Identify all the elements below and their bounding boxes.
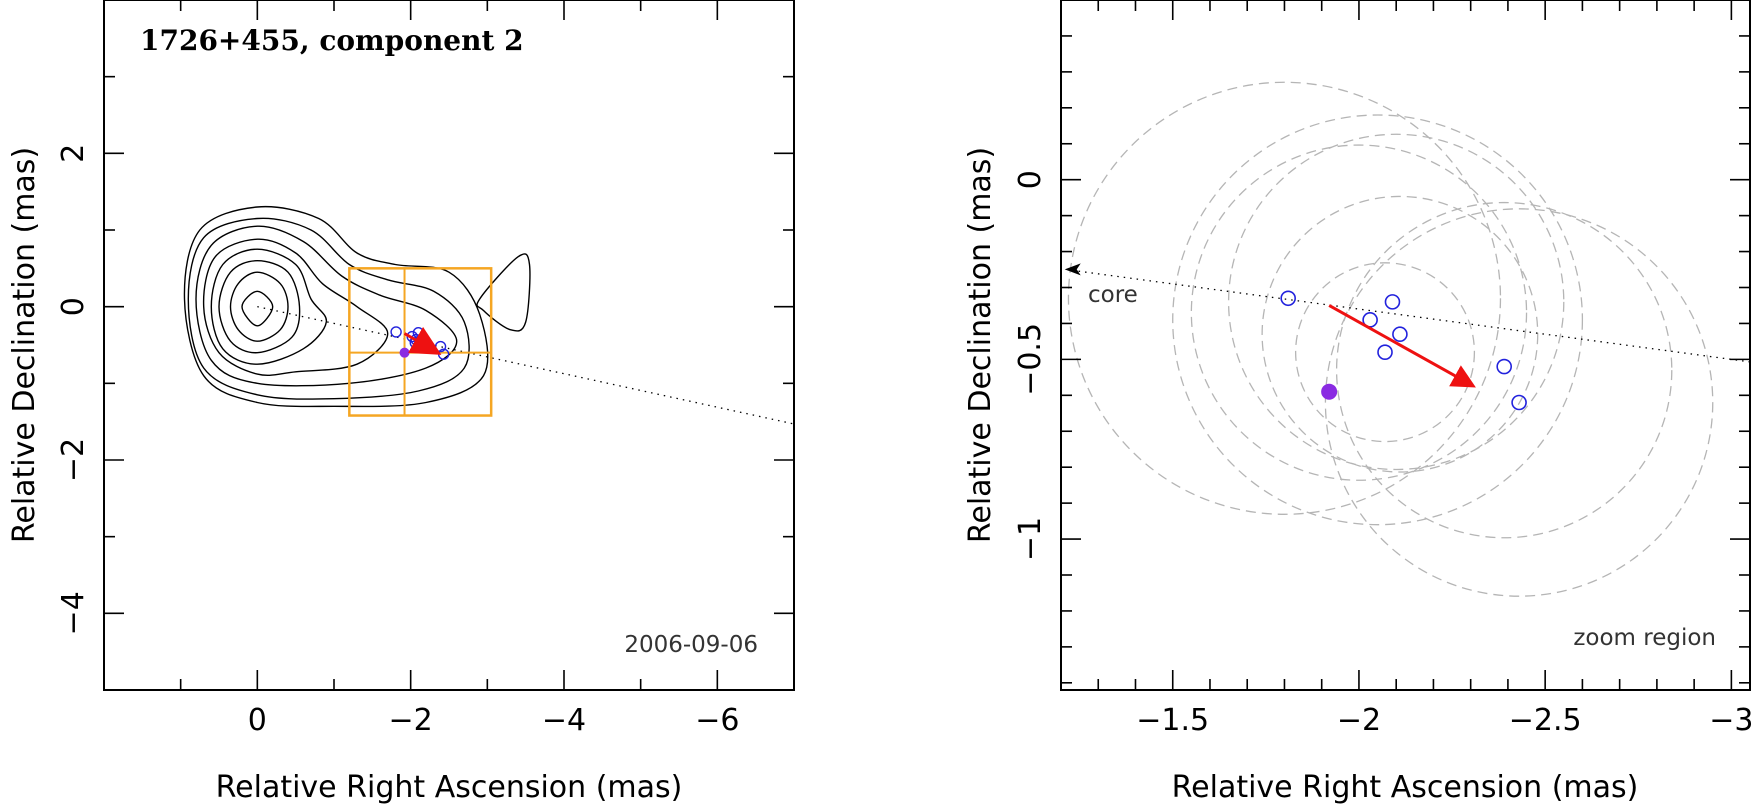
right-mean-position (1321, 383, 1338, 400)
y-tick-label: −0.5 (1013, 323, 1048, 396)
left-y-axis-label: Relative Declination (mas) (7, 147, 42, 543)
right-position-point (1511, 394, 1527, 411)
left-axis-ticks: 0 −2 −4 −6 2 0 −2 −4 (56, 0, 795, 738)
epoch-label: 2006-09-06 (624, 632, 758, 658)
right-velocity-arrow (1328, 304, 1476, 388)
chart-title: 1726+455, component 2 (140, 24, 524, 57)
y-tick-label: 0 (56, 297, 91, 316)
uncertainty-circle-5 (1294, 262, 1476, 443)
contour-0 (241, 290, 274, 327)
right-position-point (1377, 344, 1393, 360)
x-tick-label: −3 (1709, 703, 1751, 738)
right-position-point (1384, 294, 1401, 310)
x-tick-label: −2 (389, 703, 433, 738)
right-y-axis-label: Relative Declination (mas) (963, 147, 998, 543)
y-tick-label: −4 (56, 591, 91, 635)
left-x-axis-label: Relative Right Ascension (mas) (216, 770, 683, 805)
right-x-axis-label: Relative Right Ascension (mas) (1172, 770, 1639, 805)
uncertainty-circle-0 (1067, 81, 1502, 515)
y-tick-label: 2 (56, 144, 91, 163)
left-panel: 0 −2 −4 −6 2 0 −2 −4 1726+455, component 2 2006… (7, 0, 795, 805)
contour-map (183, 205, 531, 408)
right-axis-ticks: −1.5 −2 −2.5 −3 0 −0.5 −1 (1013, 0, 1751, 738)
zoom-plot (1064, 81, 1750, 597)
y-tick-label: −2 (56, 438, 91, 482)
right-position-point (1496, 358, 1512, 375)
zoom-region-label: zoom region (1573, 625, 1716, 651)
contour-6 (187, 217, 470, 400)
contour-5 (195, 225, 458, 387)
contour-4 (202, 238, 389, 377)
y-tick-label: −1 (1013, 517, 1048, 561)
left-overlay (257, 267, 794, 425)
y-tick-label: 0 (1013, 170, 1048, 189)
zoom-box (348, 267, 493, 417)
x-tick-label: −2.5 (1509, 703, 1582, 738)
uncertainty-circle-4 (1261, 195, 1539, 473)
left-plot-frame (103, 0, 795, 691)
x-tick-label: −4 (542, 703, 586, 738)
uncertainty-circle-3 (1227, 133, 1565, 471)
contour-8 (476, 253, 531, 332)
contour-2 (218, 259, 301, 354)
right-panel: −1.5 −2 −2.5 −3 0 −0.5 −1 zoom region core Rel… (963, 0, 1751, 805)
left-position-point (390, 326, 402, 338)
left-velocity-arrow (403, 326, 442, 355)
x-tick-label: −2 (1337, 703, 1381, 738)
uncertainty-circle-7 (1324, 208, 1714, 597)
x-tick-label: 0 (248, 703, 267, 738)
uncertainty-circle-6 (1335, 201, 1673, 539)
right-plot-frame (1060, 0, 1751, 691)
contour-3 (210, 248, 328, 365)
right-position-point (1280, 290, 1296, 307)
uncertainty-circle-2 (1172, 114, 1584, 526)
left-mean-position (399, 347, 410, 358)
x-tick-label: −1.5 (1136, 703, 1209, 738)
contour-7 (183, 205, 489, 408)
contour-1 (229, 271, 289, 342)
core-arrowhead (1064, 263, 1081, 276)
x-tick-label: −6 (695, 703, 739, 738)
uncertainty-circle-1 (1190, 144, 1528, 481)
core-label: core (1088, 282, 1138, 308)
right-position-point (1392, 326, 1408, 343)
jet-axis (257, 306, 794, 425)
